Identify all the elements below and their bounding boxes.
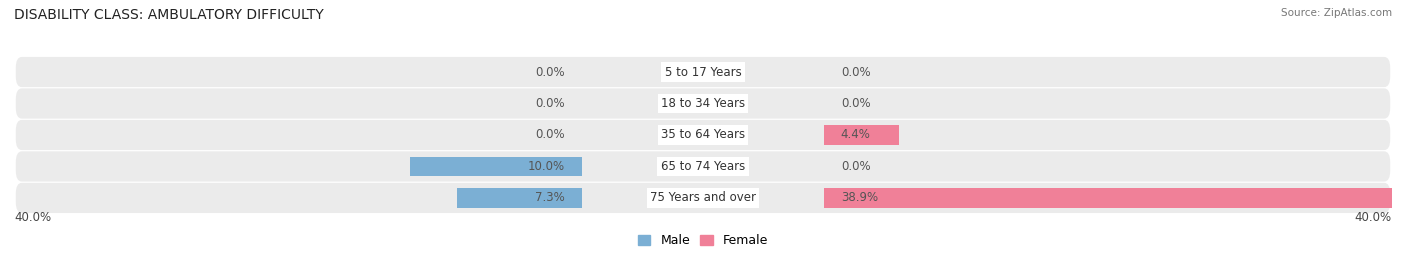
FancyBboxPatch shape (15, 151, 1391, 182)
FancyBboxPatch shape (15, 120, 1391, 150)
Bar (457, 188, 582, 208)
Text: 0.0%: 0.0% (536, 129, 565, 141)
Text: 35 to 64 Years: 35 to 64 Years (661, 129, 745, 141)
Text: 4.4%: 4.4% (841, 129, 870, 141)
Bar (411, 157, 582, 176)
Text: 0.0%: 0.0% (841, 160, 870, 173)
Text: 38.9%: 38.9% (841, 192, 877, 204)
Bar (824, 125, 900, 145)
Text: Source: ZipAtlas.com: Source: ZipAtlas.com (1281, 8, 1392, 18)
Text: 0.0%: 0.0% (536, 97, 565, 110)
Text: 75 Years and over: 75 Years and over (650, 192, 756, 204)
Text: DISABILITY CLASS: AMBULATORY DIFFICULTY: DISABILITY CLASS: AMBULATORY DIFFICULTY (14, 8, 323, 22)
Bar (824, 188, 1406, 208)
Text: 40.0%: 40.0% (1355, 211, 1392, 224)
Text: 40.0%: 40.0% (14, 211, 51, 224)
Text: 0.0%: 0.0% (841, 66, 870, 79)
Text: 7.3%: 7.3% (536, 192, 565, 204)
Text: 0.0%: 0.0% (536, 66, 565, 79)
FancyBboxPatch shape (15, 89, 1391, 119)
Text: 0.0%: 0.0% (841, 97, 870, 110)
Legend: Male, Female: Male, Female (633, 229, 773, 252)
Text: 5 to 17 Years: 5 to 17 Years (665, 66, 741, 79)
FancyBboxPatch shape (15, 57, 1391, 87)
FancyBboxPatch shape (15, 183, 1391, 213)
Text: 65 to 74 Years: 65 to 74 Years (661, 160, 745, 173)
Text: 18 to 34 Years: 18 to 34 Years (661, 97, 745, 110)
Text: 10.0%: 10.0% (529, 160, 565, 173)
